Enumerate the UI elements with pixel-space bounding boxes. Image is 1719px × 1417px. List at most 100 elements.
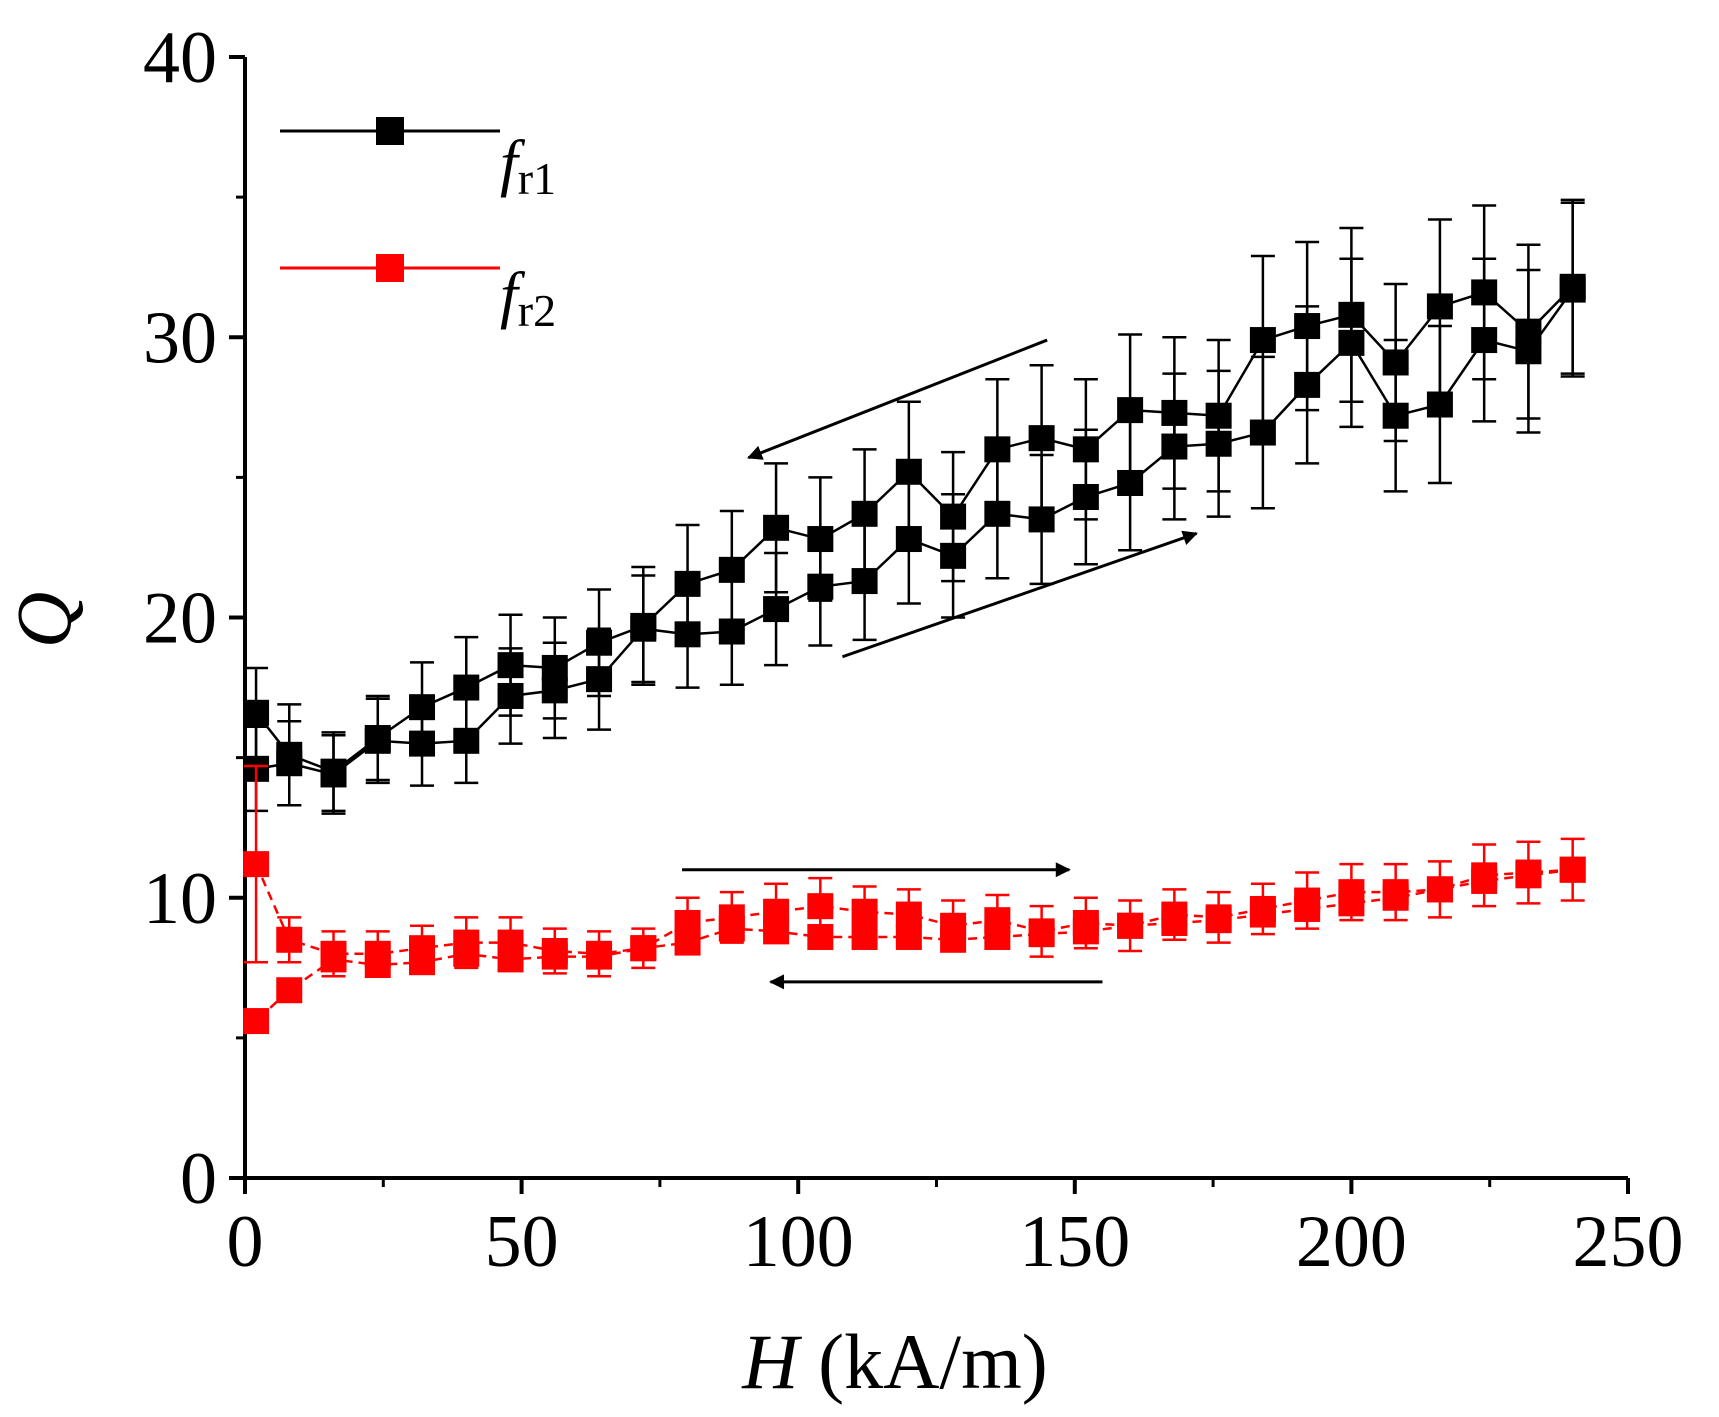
- data-point: [1294, 371, 1321, 398]
- data-point: [1338, 890, 1365, 917]
- data-point: [851, 568, 878, 595]
- data-point: [630, 615, 657, 642]
- legend-marker-fr1: [376, 117, 404, 145]
- series-fr2: [243, 764, 1586, 1035]
- data-point: [541, 677, 568, 704]
- data-point: [807, 923, 834, 950]
- y-tick-label: 40: [143, 17, 217, 99]
- x-tick-label: 150: [1019, 1201, 1130, 1283]
- data-point: [1072, 483, 1099, 510]
- series-fr1: [243, 198, 1586, 815]
- data-point: [453, 727, 480, 754]
- data-point: [1249, 419, 1276, 446]
- data-point: [851, 923, 878, 950]
- legend: fr1 fr2: [280, 117, 556, 336]
- data-point: [1426, 391, 1453, 418]
- data-point: [541, 943, 568, 970]
- x-tick-label: 100: [743, 1201, 854, 1283]
- data-point: [1205, 907, 1232, 934]
- data-point: [1426, 293, 1453, 320]
- data-point: [807, 573, 834, 600]
- x-axis-symbol: H: [741, 1318, 802, 1405]
- data-point: [763, 514, 790, 541]
- data-point: [763, 596, 790, 623]
- annotation-arrow: [747, 338, 1048, 460]
- data-point: [1072, 918, 1099, 945]
- data-point: [409, 730, 436, 757]
- data-point: [1515, 338, 1542, 365]
- data-point: [1338, 329, 1365, 356]
- legend-sub-fr2: r2: [518, 285, 556, 336]
- data-point: [586, 943, 613, 970]
- data-point: [630, 935, 657, 962]
- data-point: [1028, 425, 1055, 452]
- data-point: [1161, 433, 1188, 460]
- data-point: [674, 621, 701, 648]
- y-tick-label: 0: [180, 1138, 217, 1220]
- data-point: [453, 940, 480, 967]
- y-tick-label: 20: [143, 578, 217, 660]
- data-point: [1205, 430, 1232, 457]
- x-tick-label: 0: [227, 1201, 264, 1283]
- data-point: [1471, 867, 1498, 894]
- data-point: [320, 946, 347, 973]
- data-point: [364, 952, 391, 979]
- data-point: [940, 542, 967, 569]
- x-axis-unit: (kA/m): [799, 1318, 1048, 1405]
- data-point: [1028, 506, 1055, 533]
- legend-label-fr2: fr2: [500, 259, 556, 336]
- y-axis-title: Q: [0, 592, 87, 648]
- data-point: [276, 926, 303, 953]
- data-point: [409, 949, 436, 976]
- data-point: [895, 923, 922, 950]
- data-point: [497, 946, 524, 973]
- data-point: [851, 898, 878, 925]
- axes: 0 50 100 150 200 250 0 10 20 30 40: [143, 17, 1684, 1283]
- x-tick-label: 50: [485, 1201, 559, 1283]
- data-point: [276, 977, 303, 1004]
- data-point: [718, 915, 745, 942]
- data-point: [1382, 884, 1409, 911]
- data-point: [1117, 912, 1144, 939]
- data-point: [276, 750, 303, 777]
- data-point: [1471, 327, 1498, 354]
- data-point: [718, 618, 745, 645]
- data-point: [1382, 402, 1409, 429]
- data-point: [1161, 909, 1188, 936]
- data-point: [984, 500, 1011, 527]
- data-point: [364, 727, 391, 754]
- data-point: [243, 1008, 270, 1035]
- data-point: [453, 674, 480, 701]
- data-point: [984, 923, 1011, 950]
- data-point: [940, 926, 967, 953]
- legend-marker-fr2: [376, 254, 404, 282]
- annotations: [682, 338, 1198, 990]
- data-point: [1028, 921, 1055, 948]
- data-point: [497, 682, 524, 709]
- legend-sub-fr1: r1: [518, 153, 556, 204]
- data-point: [674, 929, 701, 956]
- data-point: [1249, 901, 1276, 928]
- data-point: [1426, 876, 1453, 903]
- data-point: [763, 918, 790, 945]
- data-point: [243, 851, 270, 878]
- annotation-arrow: [841, 530, 1198, 659]
- plot-area: [243, 198, 1586, 1035]
- data-point: [320, 761, 347, 788]
- data-point: [1559, 856, 1586, 883]
- x-axis-title: H (kA/m): [741, 1318, 1047, 1405]
- x-tick-label: 250: [1573, 1201, 1684, 1283]
- data-point: [1249, 327, 1276, 354]
- data-point: [1515, 862, 1542, 889]
- data-point: [807, 893, 834, 920]
- data-point: [1559, 276, 1586, 303]
- data-point: [1117, 469, 1144, 496]
- data-point: [1294, 895, 1321, 922]
- data-point: [586, 666, 613, 693]
- data-point: [895, 526, 922, 553]
- legend-label-fr1: fr1: [500, 127, 556, 204]
- y-tick-label: 30: [143, 297, 217, 379]
- data-point: [895, 901, 922, 928]
- y-tick-label: 10: [143, 858, 217, 940]
